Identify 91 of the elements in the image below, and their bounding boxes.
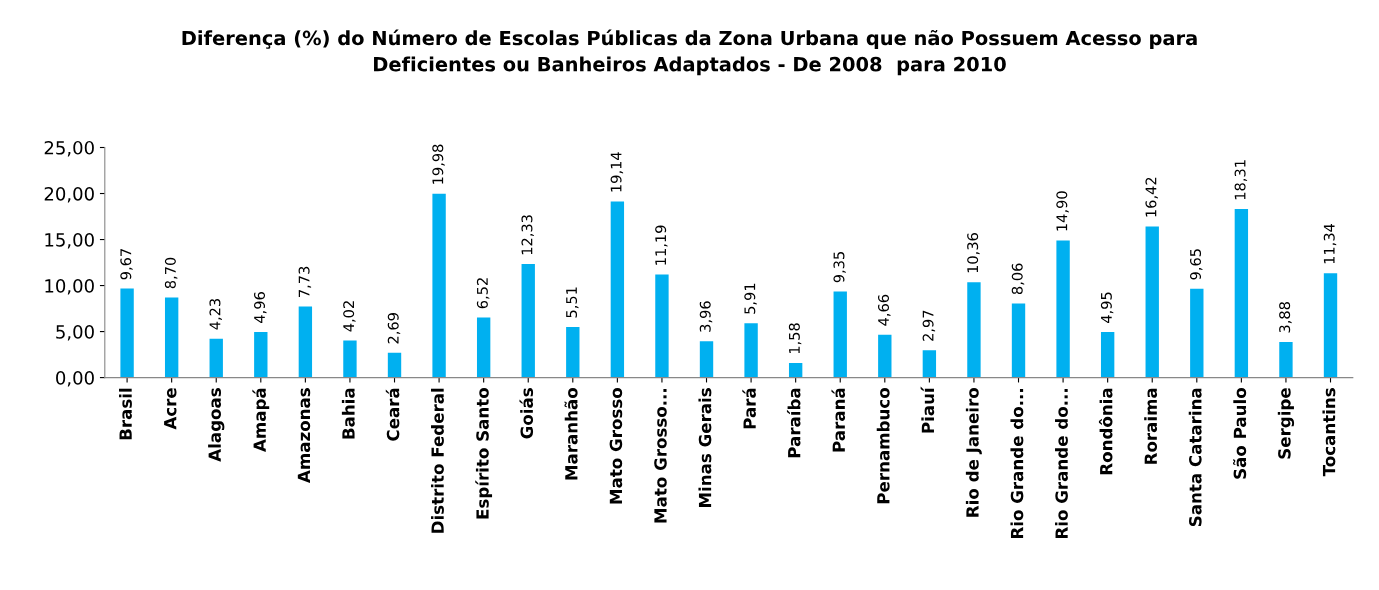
bar bbox=[788, 363, 803, 378]
x-tick-label: Tocantins bbox=[1322, 388, 1336, 477]
bar bbox=[120, 288, 134, 378]
bar bbox=[521, 264, 535, 378]
x-tick-label: Ceará bbox=[385, 388, 400, 441]
x-tick-label: Bahia bbox=[341, 388, 355, 439]
x-tick-label: Mato Grosso bbox=[609, 388, 623, 504]
x-tick-label: Rio Grande do... bbox=[1010, 389, 1024, 539]
data-label: 4,02 bbox=[343, 301, 356, 332]
y-tick-label: 5,00 bbox=[56, 325, 94, 341]
data-label: 10,36 bbox=[967, 233, 980, 273]
data-label: 7,73 bbox=[298, 266, 312, 297]
bar bbox=[1100, 332, 1115, 378]
x-tick-label: Minas Gerais bbox=[698, 388, 712, 508]
data-label: 9,67 bbox=[120, 249, 133, 280]
x-tick-label: Paraíba bbox=[786, 388, 801, 458]
data-label: 2,97 bbox=[922, 310, 936, 341]
bar bbox=[164, 297, 179, 378]
bar bbox=[967, 282, 981, 378]
data-label: 5,91 bbox=[744, 283, 757, 314]
bar bbox=[209, 338, 223, 378]
bar bbox=[699, 341, 714, 378]
x-tick-label: Espírito Santo bbox=[475, 388, 493, 519]
data-label: 5,51 bbox=[566, 287, 579, 318]
data-label: 6,52 bbox=[476, 278, 490, 309]
y-tick-label: 25,00 bbox=[44, 140, 94, 157]
data-label: 3,88 bbox=[1279, 302, 1292, 333]
x-tick-label: Maranhão bbox=[564, 388, 578, 480]
x-tick-label: Brasil bbox=[119, 388, 132, 440]
bar bbox=[387, 352, 402, 378]
data-label: 8,06 bbox=[1011, 263, 1025, 295]
x-tick-label: Rio Grande do... bbox=[1055, 389, 1068, 539]
y-tick-label: 20,00 bbox=[44, 186, 94, 203]
bar bbox=[1279, 341, 1293, 378]
x-tick-label: Amazonas bbox=[297, 388, 311, 483]
data-label: 1,58 bbox=[788, 323, 802, 354]
data-label: 11,19 bbox=[655, 225, 668, 265]
data-label: 4,66 bbox=[878, 294, 891, 326]
bar bbox=[254, 331, 268, 378]
data-label: 4,95 bbox=[1100, 292, 1114, 323]
x-tick-label: Pará bbox=[742, 388, 756, 429]
data-label: 9,65 bbox=[1190, 249, 1203, 280]
y-tick-label: 15,00 bbox=[45, 233, 94, 249]
bar bbox=[922, 350, 937, 378]
bar bbox=[655, 274, 669, 378]
data-label: 4,23 bbox=[209, 299, 222, 330]
x-tick-label: Rondônia bbox=[1098, 388, 1113, 475]
data-label: 14,90 bbox=[1056, 191, 1069, 231]
x-tick-label: Distrito Federal bbox=[431, 388, 444, 533]
y-tick-label: 0,00 bbox=[56, 371, 94, 387]
bar bbox=[476, 317, 491, 378]
bar bbox=[432, 193, 446, 378]
data-label: 16,42 bbox=[1145, 177, 1158, 217]
data-label: 19,14 bbox=[610, 152, 624, 192]
x-tick-label: Goiás bbox=[519, 388, 534, 439]
data-label: 19,98 bbox=[432, 144, 445, 184]
data-label: 3,96 bbox=[699, 301, 713, 332]
x-tick-label: Santa Catarina bbox=[1188, 388, 1202, 526]
bar bbox=[1234, 209, 1249, 378]
data-label: 11,34 bbox=[1323, 223, 1337, 264]
data-label: 12,33 bbox=[521, 215, 534, 255]
x-tick-label: Rio de Janeiro bbox=[965, 388, 982, 517]
chart-title: Diferença (%) do Número de Escolas Públicas da Zona Urbana que não Possuem Acesso para Deficientes ou Banheiros Adaptados - De 2008 para 2010 bbox=[182, 29, 1197, 76]
data-label: 4,96 bbox=[254, 292, 267, 323]
x-tick-label: Alagoas bbox=[208, 388, 225, 462]
x-tick-label: Mato Grosso... bbox=[654, 389, 667, 523]
x-tick-label: Acre bbox=[164, 388, 177, 430]
x-tick-label: São Paulo bbox=[1233, 388, 1247, 479]
data-label: 9,35 bbox=[833, 252, 846, 283]
data-label: 8,70 bbox=[164, 257, 178, 289]
bar bbox=[1056, 240, 1070, 378]
y-tick-label: 10,00 bbox=[45, 279, 94, 295]
data-label: 2,69 bbox=[387, 313, 401, 344]
x-tick-label: Sergipe bbox=[1277, 388, 1295, 459]
bar bbox=[566, 326, 580, 378]
bar bbox=[343, 340, 357, 378]
bar bbox=[1190, 288, 1204, 378]
bar bbox=[878, 334, 892, 378]
bar bbox=[1323, 273, 1338, 378]
bar bbox=[1011, 303, 1026, 378]
x-tick-label: Roraima bbox=[1144, 388, 1158, 464]
x-tick-label: Amapá bbox=[252, 388, 270, 452]
bar bbox=[610, 201, 625, 378]
bar bbox=[744, 323, 758, 378]
data-label: 18,31 bbox=[1234, 160, 1248, 200]
x-tick-label: Paraná bbox=[831, 388, 846, 452]
bar bbox=[1145, 226, 1159, 378]
x-tick-label: Piauí bbox=[920, 386, 935, 433]
x-tick-label: Pernambuco bbox=[876, 388, 890, 504]
bar bbox=[833, 291, 847, 378]
bar bbox=[298, 306, 313, 378]
